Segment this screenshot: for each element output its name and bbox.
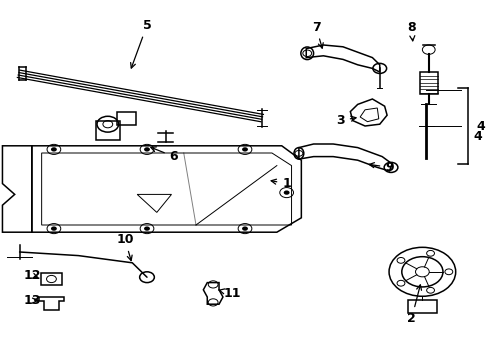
Text: 13: 13 [23,294,41,307]
Circle shape [144,226,150,231]
Bar [41,273,62,285]
Bar [420,72,438,94]
Text: 11: 11 [219,287,242,300]
Circle shape [242,226,248,231]
Text: 10: 10 [116,233,134,261]
Bar [408,300,437,313]
Circle shape [144,147,150,152]
Text: 4: 4 [473,130,482,143]
Text: 7: 7 [312,21,323,48]
Circle shape [284,190,290,195]
Text: 9: 9 [369,161,394,174]
Text: 12: 12 [23,269,41,282]
Text: 4: 4 [477,120,486,132]
Circle shape [51,226,57,231]
Text: 8: 8 [407,21,416,41]
Text: 3: 3 [336,114,356,127]
Bar [117,112,136,125]
Circle shape [51,147,57,152]
Circle shape [242,147,248,152]
Text: 5: 5 [131,19,151,68]
Text: 1: 1 [271,177,291,190]
Bar [96,121,120,140]
Text: 6: 6 [151,147,178,163]
Text: 2: 2 [407,285,421,325]
